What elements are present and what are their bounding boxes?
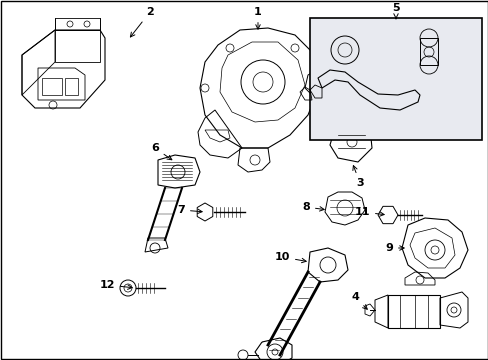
Bar	[309, 18, 481, 140]
Text: 6: 6	[151, 143, 171, 160]
Text: 10: 10	[274, 252, 305, 263]
Text: 11: 11	[354, 207, 384, 217]
Text: 3: 3	[352, 166, 363, 188]
Text: 2: 2	[130, 7, 154, 37]
Text: 8: 8	[302, 202, 324, 212]
Text: 9: 9	[385, 243, 403, 253]
Text: 7: 7	[177, 205, 202, 215]
Text: 4: 4	[350, 292, 366, 309]
Text: 12: 12	[99, 280, 132, 290]
Text: 5: 5	[391, 3, 399, 19]
Text: 1: 1	[254, 7, 262, 29]
